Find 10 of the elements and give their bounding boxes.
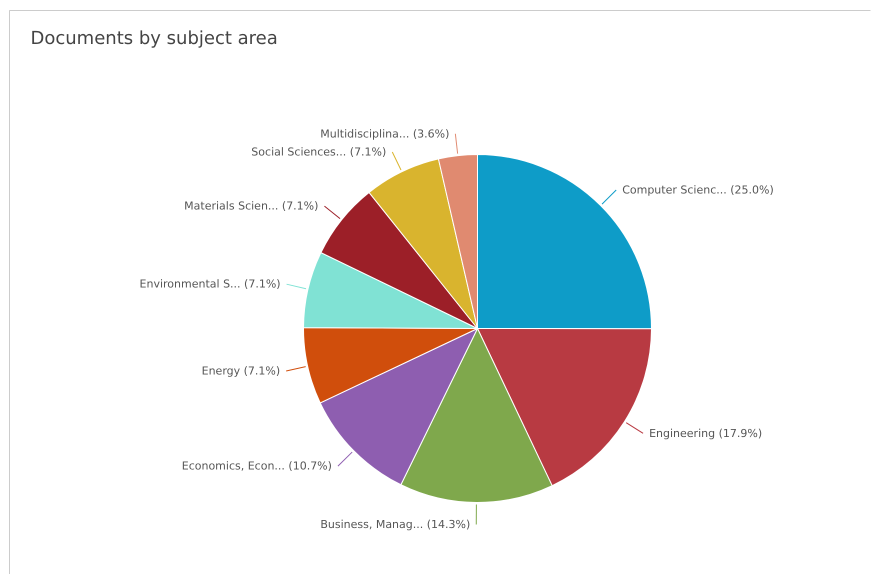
- slice-label: Materials Scien... (7.1%): [184, 200, 318, 213]
- slice-label: Business, Manag... (14.3%): [320, 518, 470, 531]
- slice-label: Multidisciplina... (3.6%): [320, 127, 450, 140]
- slice-label: Economics, Econ... (10.7%): [182, 460, 332, 473]
- slice-label: Computer Scienc... (25.0%): [622, 184, 774, 197]
- slice-label: Social Sciences... (7.1%): [251, 145, 386, 158]
- slice-label: Energy (7.1%): [202, 364, 280, 378]
- slice-label: Environmental S... (7.1%): [140, 278, 281, 291]
- chart-title: Documents by subject area: [30, 28, 278, 49]
- slice-label: Engineering (17.9%): [649, 426, 762, 440]
